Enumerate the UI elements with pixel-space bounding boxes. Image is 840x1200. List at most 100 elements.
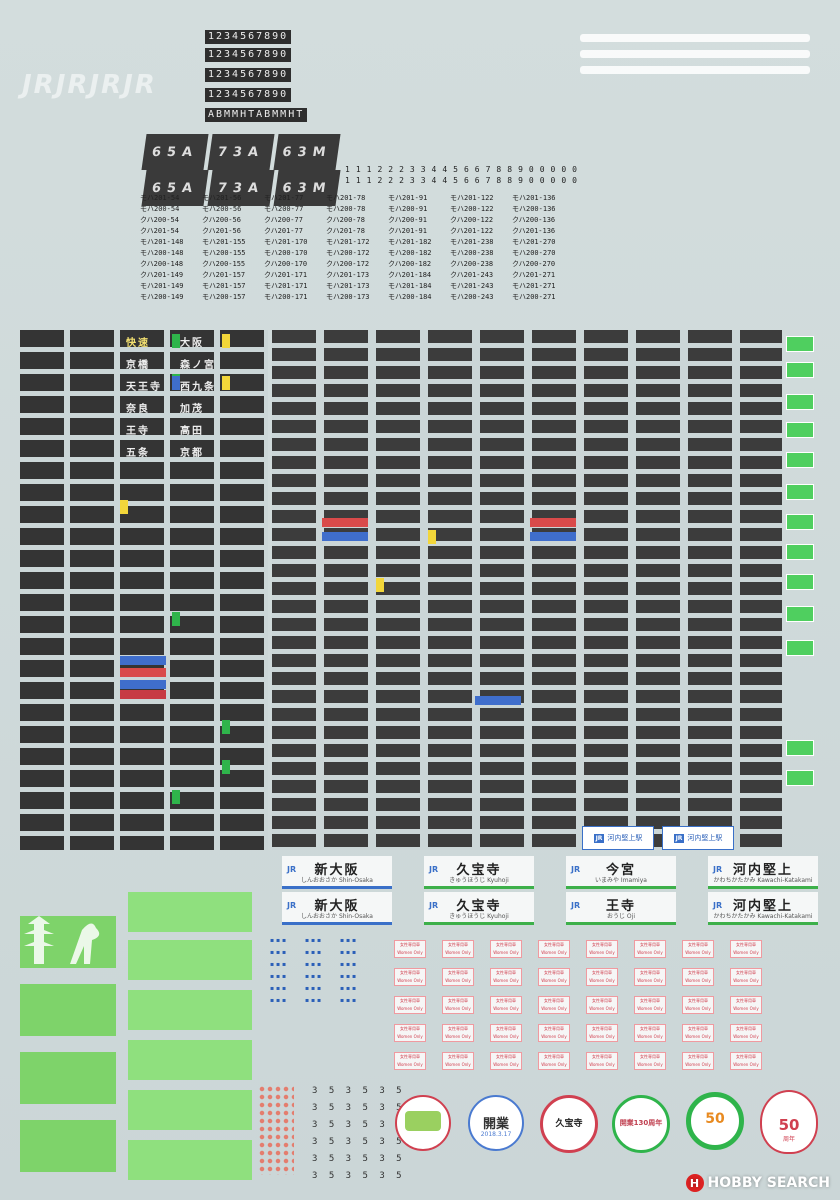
green-stripe-decal [128,1040,252,1080]
car-number: クハ200-54 [140,216,179,224]
car-number: クハ201-157 [202,271,246,279]
women-only-sticker: 女性専用車 Women Only [538,940,570,958]
hobby-search-logo-icon: H [685,1174,704,1192]
line-color-marker [120,690,166,699]
car-number: モハ200-238 [450,249,494,257]
car-number-row: クハ201-149 クハ201-157 クハ201-171 クハ201-173 クハ20… [140,270,800,281]
pagoda-deer-green-panel [20,1052,116,1104]
rollsign-label: 奈良 [126,404,150,415]
number-decal-row: 3 5 3 5 3 5 [312,1086,405,1096]
women-only-sticker: 女性専用車 Women Only [538,1052,570,1070]
run-number-plate: 65A [141,134,209,170]
headmark-50th-anniversary: 50 周年 [760,1090,818,1154]
jr-logo-row: JRJRJRJR [22,70,157,100]
station-name: 新大阪 [314,899,360,914]
rollsign-label: 西九条 [180,382,216,393]
jr-logo-icon: JR [287,901,297,910]
run-number-plate: 73A [207,134,275,170]
women-only-sticker: 女性専用車 Women Only [394,968,426,986]
line-color-marker [120,656,166,665]
green-stripe-decal [128,940,252,980]
station-name: 久宝寺 [456,863,502,878]
station-romanization: かわちかたかみ Kawachi-Katakami [713,877,813,884]
car-number: クハ200-91 [388,216,427,224]
line-color-marker [530,532,576,541]
women-only-sticker: 女性専用車 Women Only [682,940,714,958]
car-number: モハ200-184 [388,293,432,301]
women-only-sticker: 女性専用車 Women Only [682,996,714,1014]
women-only-sticker: 女性専用車 Women Only [538,996,570,1014]
line-color-marker [530,518,576,527]
car-number: クハ200-182 [388,260,432,268]
jr-logo-icon: JR [429,865,439,874]
women-only-sticker: 女性専用車 Women Only [490,1052,522,1070]
car-number: クハ201-77 [264,227,303,235]
line-color-marker [172,334,180,348]
line-color-marker [172,790,180,804]
jr-station-sticker: JR 河内堅上駅 [662,826,734,850]
car-number: モハ201-173 [326,282,370,290]
women-only-sticker: 女性専用車 Women Only [730,968,762,986]
car-number: クハ201-243 [450,271,494,279]
women-only-sticker: 女性専用車 Women Only [538,1024,570,1042]
pagoda-deer-green-panel [20,984,116,1036]
women-only-sticker: 女性専用車 Women Only [634,996,666,1014]
car-number: モハ201-122 [450,194,494,202]
white-stripe [580,34,810,42]
station-romanization: きゅうほうじ Kyuhoji [449,913,509,920]
green-line-badge [786,394,814,410]
car-number: クハ201-122 [450,227,494,235]
car-number-row: モハ200-54 モハ200-56 モハ200-77 モハ200-78 モハ200-91… [140,204,800,215]
car-number: クハ200-270 [512,260,556,268]
car-number: モハ201-243 [450,282,494,290]
pagoda-deer-green-panel [20,1120,116,1172]
line-color-marker [222,376,230,390]
station-name: 久宝寺 [456,899,502,914]
women-only-sticker: 女性専用車 Women Only [586,968,618,986]
line-color-marker [120,500,128,514]
car-number: モハ201-238 [450,238,494,246]
car-number: モハ200-54 [140,205,180,213]
car-number: クハ200-238 [450,260,494,268]
rollsign-label: 森ノ宮 [180,360,216,371]
car-number: モハ201-56 [202,194,242,202]
station-romanization: きゅうほうじ Kyuhoji [449,877,509,884]
line-color-marker [376,578,384,592]
car-number: クハ201-54 [140,227,179,235]
car-number: モハ201-148 [140,238,184,246]
car-number: モハ201-270 [512,238,556,246]
rollsign-label: 五条 [126,448,150,459]
station-romanization: しんおおさか Shin-Osaka [301,913,373,920]
women-only-sticker: 女性専用車 Women Only [634,968,666,986]
line-color-marker [222,760,230,774]
car-number: モハ200-136 [512,205,556,213]
car-number: クハ200-136 [512,216,556,224]
women-only-sticker: 女性専用車 Women Only [586,996,618,1014]
women-only-sticker: 女性専用車 Women Only [586,1052,618,1070]
car-number: クハ201-149 [140,271,184,279]
rollsign-label: 大阪 [180,338,204,349]
station-name: 今宮 [605,863,636,878]
car-number: クハ201-173 [326,271,370,279]
car-number: モハ200-243 [450,293,494,301]
women-only-sticker: 女性専用車 Women Only [442,996,474,1014]
women-only-sticker: 女性専用車 Women Only [490,968,522,986]
car-number: クハ201-271 [512,271,556,279]
women-only-sticker: 女性専用車 Women Only [682,1052,714,1070]
green-line-badge [786,452,814,468]
car-number: モハ200-148 [140,249,184,257]
jr-logo-icon: JR [429,901,439,910]
green-line-badge [786,574,814,590]
jr-logo-icon: JR [571,901,581,910]
small-blue-label-column: ▪ ▪ ▪ ▪ ▪ ▪ ▪ ▪ ▪ ▪ ▪ ▪ ▪ ▪ ▪ ▪ ▪ ▪ [270,937,287,1004]
train-headmark [395,1095,451,1151]
women-only-sticker: 女性専用車 Women Only [394,940,426,958]
green-line-badge [786,362,814,378]
rollsign-label: 加茂 [180,404,204,415]
car-number: クハ200-155 [202,260,246,268]
car-number: モハ200-182 [388,249,432,257]
women-only-sticker: 女性専用車 Women Only [394,996,426,1014]
car-number: モハ200-170 [264,249,308,257]
pagoda-deer-icon [24,916,100,964]
car-number: モハ201-77 [264,194,304,202]
